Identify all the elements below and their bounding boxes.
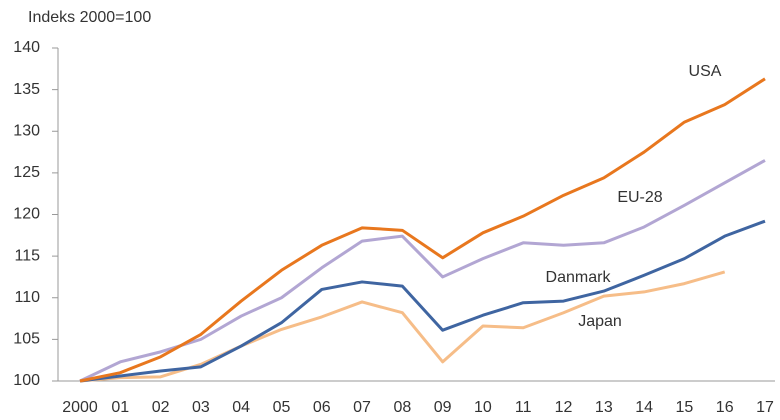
x-tick-label: 2000 [62,399,98,416]
x-tick-label: 12 [555,399,573,416]
x-tick-label: 07 [353,399,371,416]
y-tick-label: 135 [13,81,40,98]
x-tick-label: 06 [313,399,331,416]
y-axis-label: Indeks 2000=100 [28,9,151,26]
series-label: EU-28 [617,189,662,206]
x-tick-label: 16 [716,399,734,416]
x-tick-label: 04 [232,399,250,416]
x-tick-label: 02 [152,399,170,416]
y-tick-label: 130 [13,122,40,139]
y-tick-label: 100 [13,372,40,389]
y-tick-label: 120 [13,206,40,223]
x-tick-label: 14 [635,399,653,416]
x-tick-label: 05 [273,399,291,416]
series-label: Danmark [546,269,612,286]
series-label: Japan [578,313,622,330]
line [79,219,766,383]
line [79,159,766,383]
y-tick-label: 140 [13,39,40,56]
y-tick-label: 115 [14,247,40,264]
x-tick-label: 01 [111,399,129,416]
series-label: USA [689,63,722,80]
x-tick-label: 03 [192,399,210,416]
y-tick-label: 110 [14,289,40,306]
y-tick-label: 105 [13,331,40,348]
x-tick-label: 10 [474,399,492,416]
x-tick-label: 09 [434,399,452,416]
x-tick-label: 15 [676,399,694,416]
x-tick-label: 11 [515,399,532,416]
line [79,77,766,383]
x-tick-label: 17 [756,399,774,416]
x-tick-label: 08 [393,399,411,416]
x-tick-label: 13 [595,399,613,416]
y-tick-label: 125 [13,164,40,181]
